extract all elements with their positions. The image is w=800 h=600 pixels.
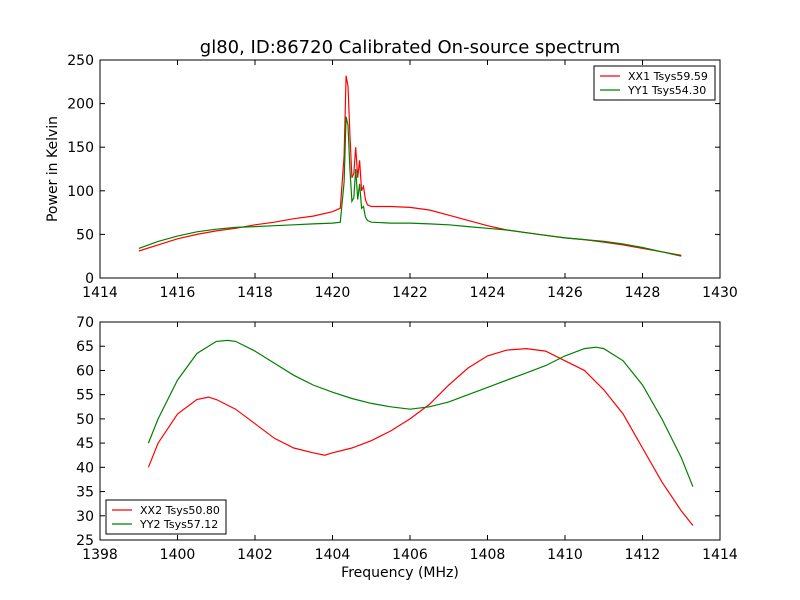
x-tick-label: 1426 [547, 285, 583, 301]
legend-label: YY1 Tsys54.30 [627, 84, 706, 97]
x-tick-label: 1418 [237, 285, 273, 301]
y-tick-label: 25 [76, 533, 94, 549]
y-tick-label: 45 [76, 436, 94, 452]
y-tick-label: 65 [76, 339, 94, 355]
y-tick-label: 40 [76, 460, 94, 476]
y-tick-label: 35 [76, 485, 94, 501]
x-tick-label: 1414 [702, 547, 738, 563]
x-tick-label: 1422 [392, 285, 428, 301]
y-tick-label: 0 [85, 271, 94, 287]
x-tick-label: 1408 [470, 547, 506, 563]
x-tick-label: 1414 [82, 285, 118, 301]
y-tick-label: 70 [76, 315, 94, 331]
x-tick-label: 1406 [392, 547, 428, 563]
legend-label: XX1 Tsys59.59 [628, 70, 708, 83]
bottom-panel: 1398 1400 1402 1404 1406 1408 1410 1412 1414 25 30… [76, 315, 738, 581]
x-tick-label: 1404 [315, 547, 351, 563]
x-tick-label: 1428 [625, 285, 661, 301]
x-tick-label: 1398 [82, 547, 118, 563]
y-tick-label: 250 [67, 53, 94, 69]
legend-box [593, 65, 716, 101]
y-tick-label: 55 [76, 388, 94, 404]
legend-label: XX2 Tsys50.80 [140, 504, 220, 517]
x-axis-label: Frequency (MHz) [341, 565, 459, 581]
y-tick-label: 60 [76, 363, 94, 379]
y-tick-label: 50 [76, 412, 94, 428]
x-tick-label: 1430 [702, 285, 738, 301]
y-tick-label: 100 [67, 184, 94, 200]
series-line-1-1 [147, 339, 694, 487]
series-line-0-1 [138, 116, 682, 257]
y-tick-label: 200 [67, 97, 94, 113]
top-panel: 1414 1416 1418 1420 1422 1424 1426 1428 1430 0 50 1… [45, 53, 738, 301]
x-tick-label: 1412 [625, 547, 661, 563]
x-tick-label: 1416 [160, 285, 196, 301]
x-tick-label: 1410 [547, 547, 583, 563]
x-tick-label: 1424 [470, 285, 506, 301]
x-tick-label: 1400 [160, 547, 196, 563]
legend-box [105, 499, 227, 535]
y-axis-label: Power in Kelvin [45, 116, 61, 222]
y-tick-label: 30 [76, 509, 94, 525]
y-tick-label: 50 [76, 227, 94, 243]
legend-label: YY2 Tsys57.12 [139, 518, 218, 531]
x-tick-label: 1402 [237, 547, 273, 563]
series-line-1-0 [147, 347, 694, 526]
x-tick-label: 1420 [315, 285, 351, 301]
figure-title: gl80, ID:86720 Calibrated On-source spec… [200, 37, 620, 58]
y-tick-label: 150 [67, 140, 94, 156]
